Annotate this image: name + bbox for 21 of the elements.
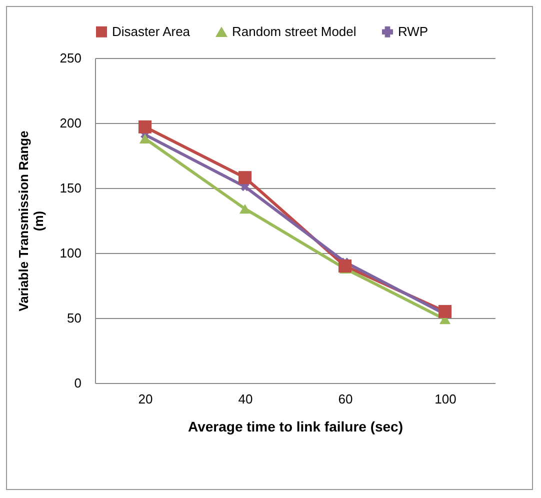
x-tick-label: 100 <box>434 392 456 406</box>
y-tick-label: 0 <box>74 376 82 390</box>
x-tick-label: 40 <box>238 392 253 406</box>
x-tick-label: 60 <box>338 392 353 406</box>
point <box>438 304 452 318</box>
x-axis-title: Average time to link failure (sec) <box>188 418 403 434</box>
y-tick-label: 50 <box>67 310 82 326</box>
point <box>338 259 352 273</box>
y-tick-label: 100 <box>60 246 82 260</box>
legend-label: RWP <box>398 24 428 39</box>
y-tick-label: 150 <box>60 180 82 196</box>
point <box>139 134 151 144</box>
y-tick-label: 200 <box>60 116 82 130</box>
y-axis-title: Variable Transmission Range (m) <box>16 130 46 312</box>
x-tick-label: 20 <box>138 392 153 406</box>
point <box>238 171 252 184</box>
point <box>239 204 251 214</box>
y-tick-label: 250 <box>60 50 82 66</box>
legend-label: Random street Model <box>232 24 356 40</box>
legend-label: Disaster Area <box>112 24 191 39</box>
point <box>138 120 152 134</box>
